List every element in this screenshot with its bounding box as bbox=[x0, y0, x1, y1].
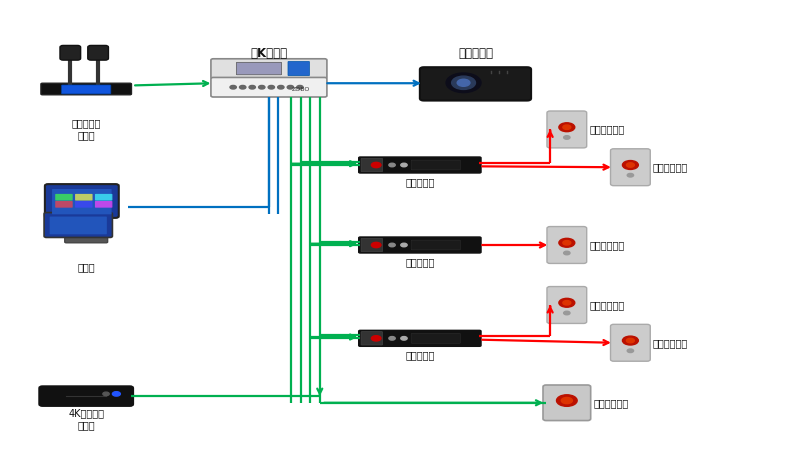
Circle shape bbox=[401, 163, 407, 167]
Text: 一拖二手持
麦克风: 一拖二手持 麦克风 bbox=[71, 119, 101, 140]
FancyBboxPatch shape bbox=[547, 226, 586, 263]
Circle shape bbox=[557, 395, 577, 406]
FancyBboxPatch shape bbox=[547, 287, 586, 324]
Text: 主扩全频音箱: 主扩全频音箱 bbox=[589, 125, 624, 135]
FancyBboxPatch shape bbox=[361, 332, 382, 345]
Text: 环绕全频音箱: 环绕全频音箱 bbox=[653, 338, 688, 348]
Circle shape bbox=[258, 86, 265, 89]
Circle shape bbox=[626, 163, 634, 167]
FancyBboxPatch shape bbox=[236, 63, 282, 75]
Circle shape bbox=[622, 336, 638, 345]
FancyBboxPatch shape bbox=[41, 83, 131, 95]
Circle shape bbox=[627, 349, 634, 352]
Circle shape bbox=[563, 125, 571, 130]
FancyBboxPatch shape bbox=[95, 194, 113, 201]
FancyBboxPatch shape bbox=[95, 201, 113, 207]
Circle shape bbox=[113, 392, 120, 396]
FancyBboxPatch shape bbox=[211, 77, 327, 97]
Circle shape bbox=[401, 337, 407, 340]
Circle shape bbox=[268, 86, 274, 89]
FancyBboxPatch shape bbox=[361, 238, 382, 252]
Circle shape bbox=[562, 397, 572, 404]
Text: ZOBO: ZOBO bbox=[291, 87, 310, 92]
FancyBboxPatch shape bbox=[50, 216, 107, 234]
Text: 主扩全频音箱: 主扩全频音箱 bbox=[653, 162, 688, 172]
FancyBboxPatch shape bbox=[211, 59, 327, 78]
FancyBboxPatch shape bbox=[75, 194, 93, 201]
FancyBboxPatch shape bbox=[420, 67, 531, 100]
Circle shape bbox=[278, 86, 284, 89]
FancyBboxPatch shape bbox=[543, 385, 590, 421]
FancyBboxPatch shape bbox=[358, 157, 481, 173]
FancyBboxPatch shape bbox=[358, 237, 481, 253]
Circle shape bbox=[103, 392, 110, 396]
Circle shape bbox=[230, 86, 236, 89]
FancyBboxPatch shape bbox=[55, 201, 73, 207]
FancyBboxPatch shape bbox=[44, 212, 113, 238]
Circle shape bbox=[626, 338, 634, 343]
FancyBboxPatch shape bbox=[288, 62, 310, 76]
Circle shape bbox=[389, 337, 395, 340]
Text: 功率放大器: 功率放大器 bbox=[405, 257, 434, 267]
Circle shape bbox=[563, 301, 571, 305]
FancyBboxPatch shape bbox=[65, 234, 108, 243]
Text: 中置全频音箱: 中置全频音箱 bbox=[589, 240, 624, 250]
FancyBboxPatch shape bbox=[610, 324, 650, 361]
Circle shape bbox=[564, 135, 570, 139]
Circle shape bbox=[559, 238, 574, 247]
FancyBboxPatch shape bbox=[45, 184, 118, 218]
FancyBboxPatch shape bbox=[88, 45, 109, 60]
Text: 点歌机: 点歌机 bbox=[78, 262, 95, 272]
FancyBboxPatch shape bbox=[610, 149, 650, 186]
Circle shape bbox=[389, 243, 395, 247]
Circle shape bbox=[401, 243, 407, 247]
FancyBboxPatch shape bbox=[52, 189, 112, 214]
Text: 激光投影机: 激光投影机 bbox=[458, 47, 493, 60]
Circle shape bbox=[249, 86, 255, 89]
FancyBboxPatch shape bbox=[75, 201, 93, 207]
FancyBboxPatch shape bbox=[60, 45, 81, 60]
FancyBboxPatch shape bbox=[55, 194, 73, 201]
Circle shape bbox=[564, 251, 570, 255]
Circle shape bbox=[239, 86, 246, 89]
Circle shape bbox=[458, 79, 470, 86]
FancyBboxPatch shape bbox=[39, 387, 133, 406]
Circle shape bbox=[563, 241, 571, 245]
FancyBboxPatch shape bbox=[411, 160, 460, 170]
Text: 有源低频音箱: 有源低频音箱 bbox=[593, 398, 628, 408]
FancyBboxPatch shape bbox=[411, 333, 460, 343]
Text: 4K蓝光硬盘
播放器: 4K蓝光硬盘 播放器 bbox=[68, 409, 104, 430]
Circle shape bbox=[564, 311, 570, 315]
Circle shape bbox=[389, 163, 395, 167]
Circle shape bbox=[452, 76, 475, 90]
FancyBboxPatch shape bbox=[358, 330, 481, 346]
Text: 环绕全频音箱: 环绕全频音箱 bbox=[589, 300, 624, 310]
Text: 影K解码器: 影K解码器 bbox=[250, 47, 287, 60]
Circle shape bbox=[371, 162, 381, 168]
Circle shape bbox=[627, 173, 634, 177]
Circle shape bbox=[446, 73, 481, 93]
Circle shape bbox=[371, 336, 381, 341]
FancyBboxPatch shape bbox=[361, 158, 382, 171]
Circle shape bbox=[559, 298, 574, 307]
FancyBboxPatch shape bbox=[411, 240, 460, 250]
FancyBboxPatch shape bbox=[547, 111, 586, 148]
Circle shape bbox=[287, 86, 294, 89]
Circle shape bbox=[622, 161, 638, 170]
Circle shape bbox=[297, 86, 303, 89]
Circle shape bbox=[559, 123, 574, 132]
Circle shape bbox=[371, 243, 381, 248]
FancyBboxPatch shape bbox=[62, 85, 111, 94]
Text: 功率放大器: 功率放大器 bbox=[405, 350, 434, 360]
Text: 功率放大器: 功率放大器 bbox=[405, 177, 434, 187]
